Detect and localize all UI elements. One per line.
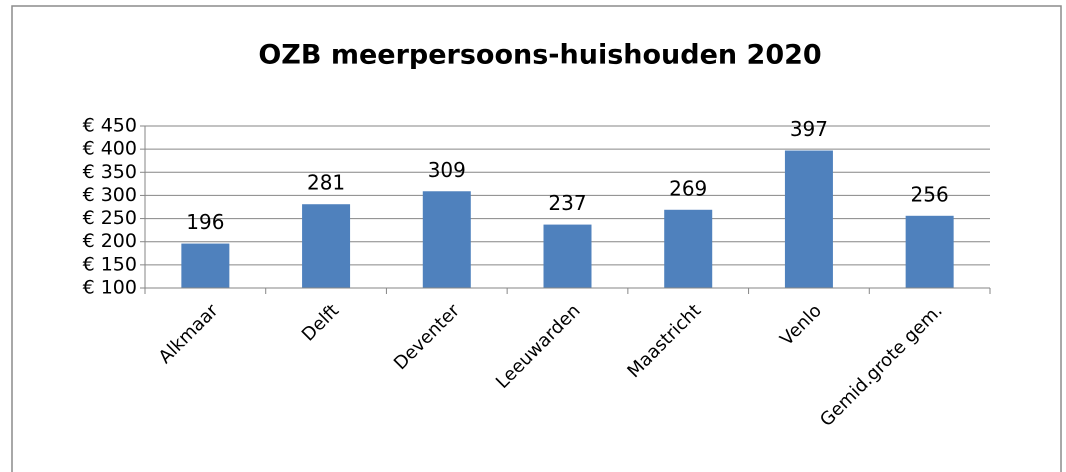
- bar: [784, 150, 833, 288]
- bar: [422, 191, 471, 288]
- bar: [181, 243, 230, 288]
- data-label: 309: [428, 158, 466, 182]
- y-tick-label: € 450: [83, 115, 137, 137]
- chart-title: OZB meerpersoons-huishouden 2020: [258, 40, 821, 71]
- bar: [664, 209, 713, 288]
- y-tick-label: € 250: [83, 207, 137, 229]
- y-tick-label: € 100: [83, 277, 137, 299]
- y-tick-label: € 200: [83, 230, 137, 252]
- y-tick-label: € 300: [83, 184, 137, 206]
- data-label: 256: [911, 182, 949, 206]
- data-label: 281: [307, 171, 345, 195]
- data-label: 269: [669, 176, 707, 200]
- data-label: 196: [186, 210, 224, 234]
- y-tick-label: € 350: [83, 161, 137, 183]
- y-tick-label: € 400: [83, 138, 137, 160]
- y-tick-label: € 150: [83, 253, 137, 275]
- data-label: 237: [548, 191, 586, 215]
- bar: [905, 215, 954, 288]
- data-label: 397: [790, 117, 828, 141]
- chart-frame: [11, 5, 1062, 472]
- bar: [543, 224, 592, 288]
- bar: [302, 204, 351, 288]
